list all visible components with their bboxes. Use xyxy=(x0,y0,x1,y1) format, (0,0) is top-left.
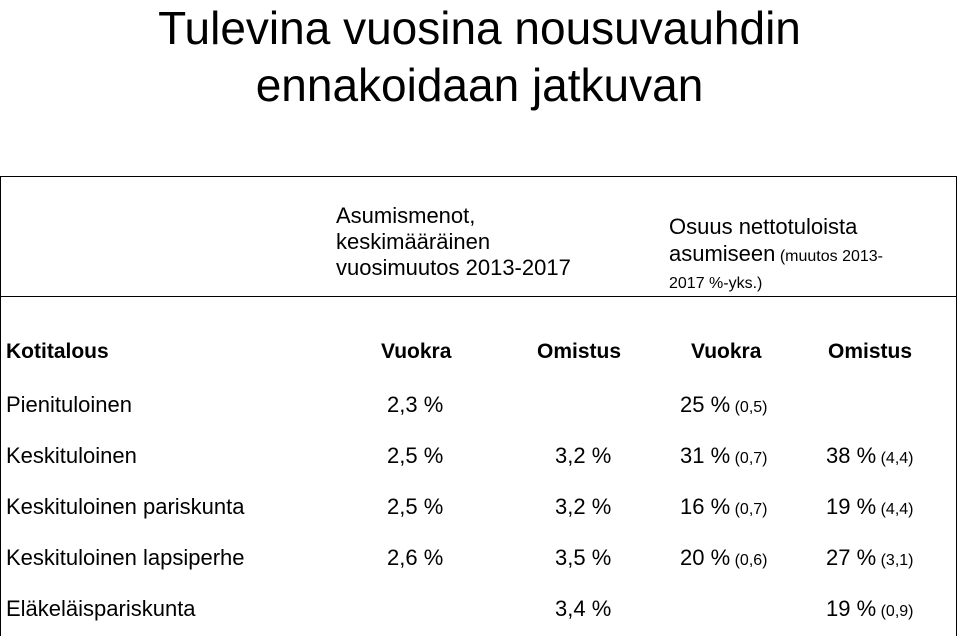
rent-cost-cell: 2,5 % xyxy=(387,494,444,519)
income-share-line-3: 2017 %-yks.) xyxy=(669,275,763,292)
household-cell: Keskituloinen pariskunta xyxy=(6,494,245,519)
header-own-costs: Omistus xyxy=(537,340,622,363)
own-cost-cell: 3,2 % xyxy=(555,494,612,519)
housing-costs-line-1: Asumismenot, xyxy=(336,203,476,228)
income-share-group-header: Osuus nettotuloista asumiseen (muutos 20… xyxy=(669,213,883,297)
household-cell: Keskituloinen lapsiperhe xyxy=(6,545,245,570)
table-row: Keskituloinen 2,5 % 3,2 % 31 % (0,7) 38 … xyxy=(0,441,959,471)
table-row: Eläkeläispariskunta 3,4 % 19 % (0,9) xyxy=(0,594,959,624)
housing-costs-line-3: vuosimuutos 2013-2017 xyxy=(336,255,571,280)
own-share-cell: 19 % (4,4) xyxy=(826,494,914,519)
own-cost-cell: 3,4 % xyxy=(555,596,612,621)
rent-share-cell: 16 % (0,7) xyxy=(680,494,768,519)
header-own-share: Omistus xyxy=(828,340,913,363)
rent-share-cell: 31 % (0,7) xyxy=(680,443,768,468)
header-divider xyxy=(1,296,957,297)
housing-costs-group-header: Asumismenot, keskimääräinen vuosimuutos … xyxy=(336,203,571,281)
own-cost-cell: 3,5 % xyxy=(555,545,612,570)
income-share-line-1: Osuus nettotuloista xyxy=(669,214,858,239)
rent-cost-cell: 2,6 % xyxy=(387,545,444,570)
housing-costs-line-2: keskimääräinen xyxy=(336,229,491,254)
household-cell: Eläkeläispariskunta xyxy=(6,596,196,621)
household-cell: Pienituloinen xyxy=(6,392,132,417)
rent-cost-cell: 2,3 % xyxy=(387,392,444,417)
title-line-1: Tulevina vuosina nousuvauhdin xyxy=(158,2,801,54)
income-share-line-2-note: (muutos 2013- xyxy=(775,248,883,265)
slide-title: Tulevina vuosina nousuvauhdin ennakoidaa… xyxy=(0,0,959,114)
income-share-line-2-main: asumiseen xyxy=(669,241,776,266)
rent-share-cell: 25 % (0,5) xyxy=(680,392,768,417)
table-header-row: Kotitalous Vuokra Omistus Vuokra Omistus xyxy=(0,337,959,367)
table-row: Keskituloinen pariskunta 2,5 % 3,2 % 16 … xyxy=(0,492,959,522)
table-row: Pienituloinen 2,3 % 25 % (0,5) xyxy=(0,390,959,420)
own-share-cell: 19 % (0,9) xyxy=(826,596,914,621)
header-rent-share: Vuokra xyxy=(691,340,762,363)
own-cost-cell: 3,2 % xyxy=(555,443,612,468)
header-household: Kotitalous xyxy=(6,340,109,363)
rent-share-cell: 20 % (0,6) xyxy=(680,545,768,570)
title-line-2: ennakoidaan jatkuvan xyxy=(255,59,704,111)
own-share-cell: 38 % (4,4) xyxy=(826,443,914,468)
table-row: Keskituloinen lapsiperhe 2,6 % 3,5 % 20 … xyxy=(0,543,959,573)
rent-cost-cell: 2,5 % xyxy=(387,443,444,468)
header-rent-costs: Vuokra xyxy=(381,340,452,363)
household-cell: Keskituloinen xyxy=(6,443,137,468)
own-share-cell: 27 % (3,1) xyxy=(826,545,914,570)
table-frame xyxy=(0,176,957,636)
income-share-line-2: asumiseen (muutos 2013- xyxy=(669,240,883,270)
